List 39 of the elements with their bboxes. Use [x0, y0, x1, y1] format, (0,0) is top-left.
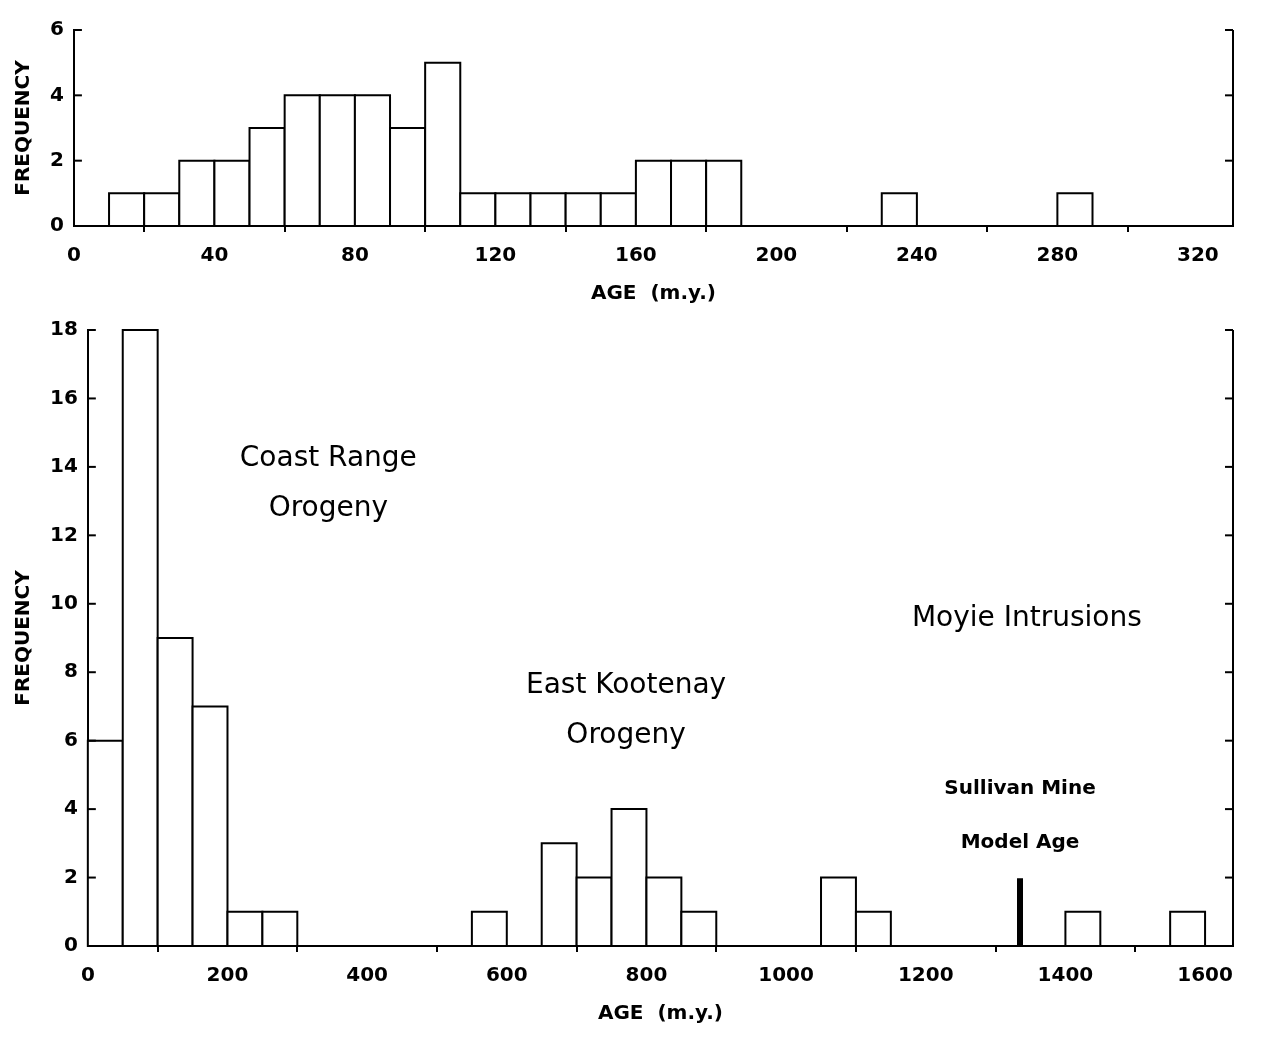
- x-tick-label: 400: [346, 962, 389, 987]
- x-tick-label: 280: [1036, 242, 1079, 267]
- x-tick-label: 200: [755, 242, 798, 267]
- y-tick-label: 16: [49, 384, 78, 409]
- x-tick-label: 1200: [897, 962, 954, 987]
- y-tick-label: 4: [49, 81, 64, 106]
- y-tick-label: 4: [63, 795, 78, 820]
- x-tick-label: 1000: [758, 962, 814, 987]
- x-tick-label: 1400: [1037, 962, 1094, 987]
- x-tick-label: 120: [474, 242, 517, 267]
- y-axis-title: FREQUENCY: [10, 569, 35, 706]
- annotation: Coast Range Orogeny: [239, 439, 417, 523]
- x-tick-label: 200: [206, 962, 249, 987]
- text: Sullivan Mine Model Age: [944, 775, 1096, 854]
- annotation: Moyie Intrusions: [911, 599, 1142, 633]
- x-tick-label: 320: [1177, 242, 1219, 267]
- y-axis-title: FREQUENCY: [10, 59, 35, 196]
- y-tick-label: 2: [63, 863, 78, 888]
- y-tick-label: 6: [49, 16, 64, 41]
- x-tick-label: 40: [200, 242, 229, 267]
- x-tick-label: 80: [340, 242, 369, 267]
- y-tick-label: 6: [63, 726, 78, 751]
- y-tick-label: 0: [63, 932, 78, 957]
- x-tick-label: 0: [80, 962, 95, 987]
- x-tick-label: 600: [485, 962, 528, 987]
- x-axis-title: AGE (m.y.): [590, 280, 716, 305]
- annotation: East Kootenay Orogeny: [525, 667, 727, 751]
- y-tick-label: 8: [63, 658, 78, 683]
- x-tick-label: 160: [615, 242, 657, 267]
- x-axis-title: AGE (m.y.): [597, 1000, 723, 1025]
- x-tick-label: 800: [625, 962, 668, 987]
- x-tick-label: 240: [896, 242, 938, 267]
- y-tick-label: 0: [49, 212, 64, 237]
- y-tick-label: 10: [49, 589, 78, 614]
- y-tick-label: 18: [49, 316, 78, 341]
- y-tick-label: 12: [49, 521, 78, 546]
- x-tick-label: 1600: [1177, 962, 1233, 987]
- y-tick-label: 14: [49, 453, 78, 478]
- y-tick-label: 2: [49, 146, 64, 171]
